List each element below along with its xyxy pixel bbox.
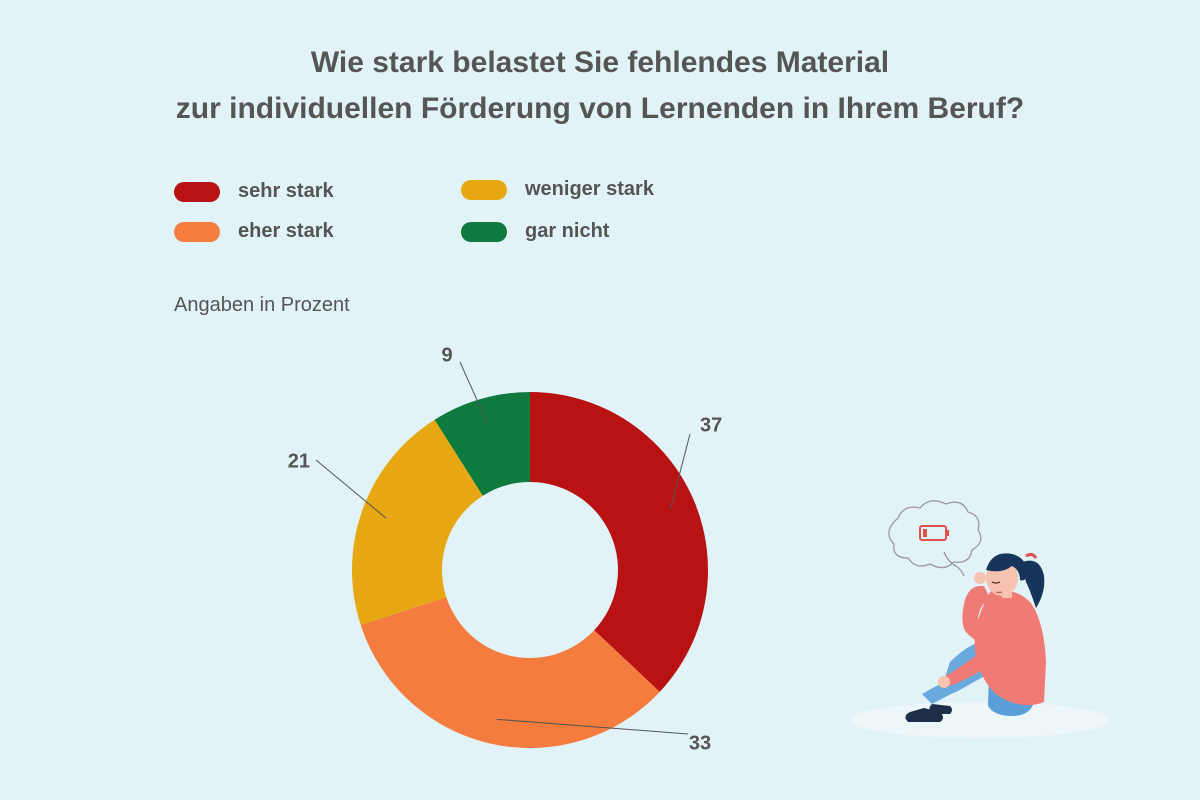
- legend: sehr stark eher stark weniger stark gar …: [174, 174, 734, 254]
- legend-item-weniger-stark: weniger stark: [461, 178, 654, 201]
- empty-battery-icon: [919, 525, 949, 541]
- data-label-sehr-stark: 37: [700, 414, 722, 436]
- legend-swatch-weniger-stark: [461, 179, 507, 200]
- legend-item-sehr-stark: sehr stark: [174, 180, 334, 203]
- donut-slice-eher-stark: [360, 597, 660, 748]
- thought-bubble-icon: [888, 500, 982, 577]
- legend-label-sehr-stark: sehr stark: [238, 180, 334, 202]
- donut-slice-gar-nicht: [434, 392, 530, 496]
- leader-line-gar-nicht: [459, 361, 488, 424]
- legend-swatch-sehr-stark: [174, 181, 220, 202]
- legend-label-gar-nicht: gar nicht: [525, 220, 610, 242]
- data-label-weniger-stark: 21: [288, 450, 310, 472]
- woman-figure-icon: [905, 552, 1046, 722]
- leader-line-eher-stark: [496, 718, 689, 735]
- legend-label-weniger-stark: weniger stark: [525, 178, 654, 200]
- legend-item-eher-stark: eher stark: [174, 220, 334, 243]
- leader-line-sehr-stark: [669, 433, 691, 510]
- leader-line-weniger-stark: [315, 459, 387, 519]
- chart-title-line-1: Wie stark belastet Sie fehlendes Materia…: [310, 46, 890, 79]
- data-label-eher-stark: 33: [689, 732, 711, 754]
- legend-swatch-eher-stark: [174, 221, 220, 242]
- data-label-gar-nicht: 9: [441, 344, 452, 366]
- unit-note: Angaben in Prozent: [174, 294, 350, 316]
- woman-sitting-with-empty-battery-thought-bubble-icon: [850, 500, 1110, 738]
- legend-item-gar-nicht: gar nicht: [461, 220, 609, 243]
- donut-slice-sehr-stark: [530, 392, 708, 692]
- legend-swatch-gar-nicht: [461, 221, 507, 242]
- legend-label-eher-stark: eher stark: [238, 220, 334, 242]
- donut-slice-weniger-stark: [352, 419, 483, 626]
- chart-title-line-2: zur individuellen Förderung von Lernende…: [175, 92, 1025, 125]
- chart-title: Wie stark belastet Sie fehlendes Materia…: [0, 40, 1200, 132]
